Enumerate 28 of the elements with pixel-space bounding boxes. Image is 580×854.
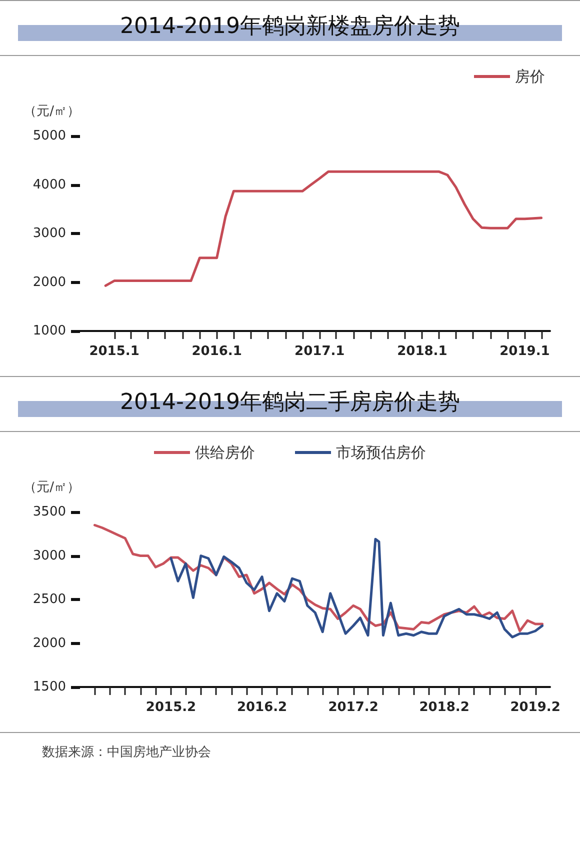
y-tick-label: 5000: [32, 128, 66, 144]
x-tick-label: 2018.2: [419, 700, 470, 715]
y-tick-label: 2000: [32, 636, 66, 651]
x-tick-label: 2017.1: [294, 344, 345, 359]
y-axis-title: （元/㎡）: [24, 480, 80, 495]
y-tick-label: 4000: [32, 177, 66, 192]
y-tick-label: 2000: [32, 274, 66, 290]
y-tick-label: 3500: [32, 504, 66, 520]
y-tick-label: 3000: [32, 548, 66, 564]
chart-title: 2014-2019年鹤岗新楼盘房价走势: [119, 13, 461, 41]
chart-title: 2014-2019年鹤岗二手房房价走势: [119, 389, 461, 417]
x-tick-label: 2015.2: [146, 700, 196, 715]
x-tick-label: 2015.1: [89, 344, 140, 359]
x-tick-label: 2017.2: [328, 700, 378, 715]
x-tick-label: 2016.2: [236, 700, 288, 715]
legend-label: 供给房价: [195, 444, 255, 462]
legend-label: 房价: [515, 68, 545, 86]
y-tick-label: 3000: [32, 226, 66, 241]
y-tick-label: 2500: [32, 592, 66, 607]
x-tick-label: 2018.1: [397, 344, 448, 359]
source-note: 数据来源：中国房地产业协会: [0, 732, 580, 761]
y-tick-label: 1000: [32, 324, 66, 338]
x-tick-label: 2019.2: [510, 700, 560, 715]
x-tick-label: 2016.1: [192, 344, 242, 359]
y-tick-label: 1500: [32, 680, 66, 694]
legend-label: 市场预估房价: [336, 444, 426, 462]
x-tick-label: 2019.1: [500, 344, 550, 359]
y-axis-title: （元/㎡）: [24, 104, 80, 119]
